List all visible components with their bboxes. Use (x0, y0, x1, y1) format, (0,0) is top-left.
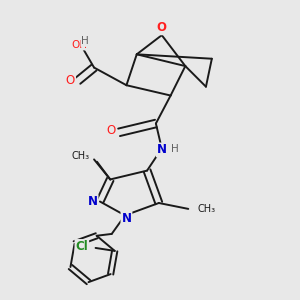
Text: CH₃: CH₃ (70, 154, 89, 164)
Text: O: O (157, 21, 167, 34)
Text: H: H (171, 143, 179, 154)
Text: O: O (66, 74, 75, 87)
Text: N: N (88, 195, 98, 208)
Text: CH₃: CH₃ (197, 204, 215, 214)
Text: N: N (157, 143, 167, 157)
Text: O: O (106, 124, 116, 137)
Text: Cl: Cl (76, 240, 88, 253)
Text: H: H (81, 36, 89, 46)
Text: OH: OH (71, 40, 87, 50)
Text: CH₃: CH₃ (71, 152, 90, 161)
Text: N: N (122, 212, 131, 225)
